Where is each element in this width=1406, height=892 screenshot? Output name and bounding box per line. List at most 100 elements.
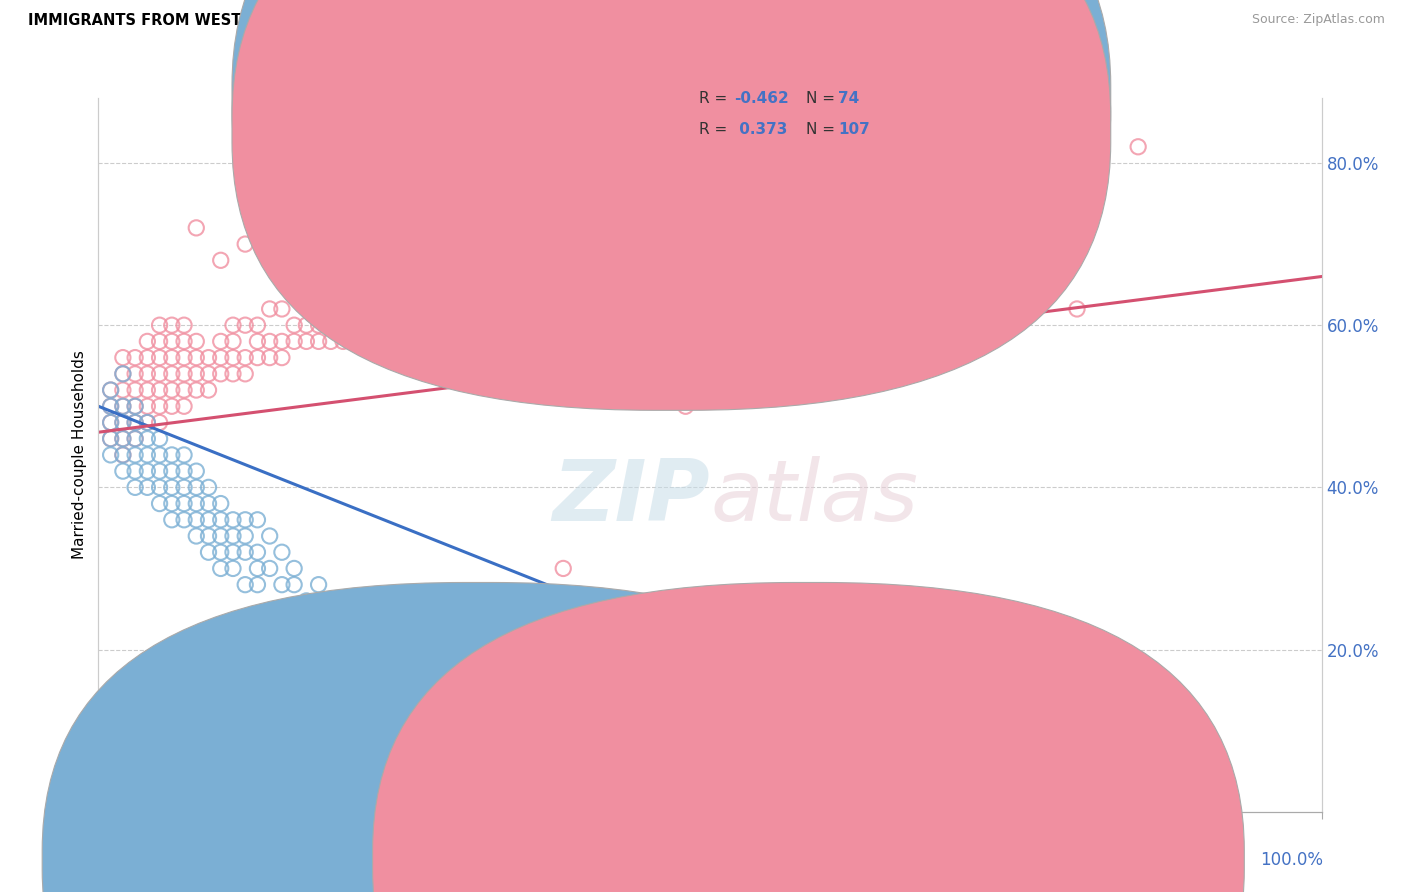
Point (209, 561, 232, 575)
Point (430, 301, 453, 316)
Point (136, 416, 159, 430)
Point (111, 367, 134, 381)
Point (149, 432, 172, 446)
Point (233, 545, 256, 559)
Point (173, 497, 195, 511)
Point (478, 285, 501, 300)
Point (270, 577, 294, 591)
Point (699, 318, 721, 333)
Point (553, 561, 575, 575)
Point (149, 383, 172, 397)
Point (100, 383, 122, 397)
Point (197, 497, 219, 511)
Point (149, 448, 172, 462)
Point (308, 334, 330, 349)
Point (124, 480, 146, 494)
Point (259, 561, 281, 575)
Point (222, 513, 245, 527)
Text: 0.373: 0.373 (734, 122, 787, 136)
Point (197, 529, 219, 543)
Point (222, 545, 245, 559)
Point (111, 448, 134, 462)
Point (295, 594, 318, 608)
Point (246, 351, 269, 365)
Point (675, 399, 697, 413)
Point (149, 367, 172, 381)
Point (222, 318, 245, 333)
Point (111, 416, 134, 430)
Point (259, 529, 281, 543)
Text: 74: 74 (838, 91, 859, 105)
Point (454, 318, 477, 333)
Point (295, 318, 318, 333)
Point (173, 351, 195, 365)
Point (100, 432, 122, 446)
Point (160, 318, 183, 333)
Point (160, 399, 183, 413)
Point (173, 399, 195, 413)
Point (186, 480, 208, 494)
Point (149, 480, 172, 494)
Point (136, 383, 159, 397)
Point (515, 269, 537, 284)
Point (160, 383, 183, 397)
Point (173, 367, 195, 381)
Point (209, 253, 232, 268)
Point (553, 285, 575, 300)
Point (149, 351, 172, 365)
Point (270, 334, 294, 349)
Point (270, 351, 294, 365)
Point (197, 367, 219, 381)
Point (160, 513, 183, 527)
Point (576, 367, 599, 381)
Point (124, 448, 146, 462)
Text: Immigrants from Asia: Immigrants from Asia (831, 853, 995, 867)
Point (186, 334, 208, 349)
Point (233, 529, 256, 543)
Point (160, 480, 183, 494)
Text: 100.0%: 100.0% (1260, 851, 1323, 869)
Point (186, 464, 208, 478)
Text: ZIP: ZIP (553, 456, 710, 540)
Point (160, 464, 183, 478)
Point (553, 269, 575, 284)
Y-axis label: Married-couple Households: Married-couple Households (72, 351, 87, 559)
Point (233, 237, 256, 252)
Point (111, 399, 134, 413)
Point (136, 416, 159, 430)
Point (308, 577, 330, 591)
Text: IMMIGRANTS FROM WESTERN AFRICA VS IMMIGRANTS FROM ASIA MARRIED-COUPLE HOUSEHOLDS: IMMIGRANTS FROM WESTERN AFRICA VS IMMIGR… (28, 13, 1031, 29)
Point (160, 367, 183, 381)
Point (124, 416, 146, 430)
Text: R =: R = (699, 91, 733, 105)
Point (197, 351, 219, 365)
Point (283, 561, 305, 575)
Point (222, 334, 245, 349)
Text: R =: R = (699, 122, 733, 136)
Point (883, 285, 905, 300)
Point (209, 529, 232, 543)
Point (797, 318, 820, 333)
Point (233, 513, 256, 527)
Point (124, 399, 146, 413)
Point (197, 545, 219, 559)
Point (124, 399, 146, 413)
Point (454, 285, 477, 300)
Point (100, 416, 122, 430)
Point (186, 383, 208, 397)
Point (430, 285, 453, 300)
Point (100, 399, 122, 413)
Point (186, 351, 208, 365)
Point (100, 448, 122, 462)
Point (124, 367, 146, 381)
Point (149, 464, 172, 478)
Point (233, 367, 256, 381)
Point (186, 513, 208, 527)
Text: N =: N = (806, 122, 839, 136)
Point (761, 334, 783, 349)
Point (332, 318, 354, 333)
Point (136, 480, 159, 494)
Point (136, 399, 159, 413)
Point (356, 318, 378, 333)
Point (111, 416, 134, 430)
